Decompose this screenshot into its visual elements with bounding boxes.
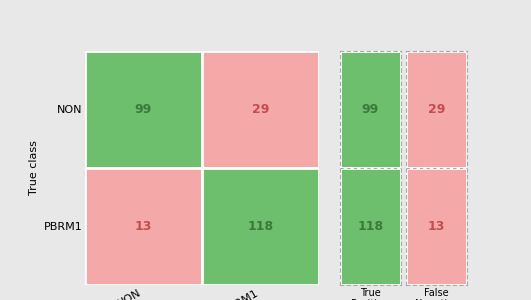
Bar bbox=[85, 51, 202, 168]
Bar bbox=[202, 51, 319, 168]
Bar bbox=[340, 168, 401, 285]
Text: 99: 99 bbox=[362, 103, 379, 116]
Text: 118: 118 bbox=[247, 220, 273, 233]
Text: 13: 13 bbox=[428, 220, 446, 233]
Text: 99: 99 bbox=[135, 103, 152, 116]
Bar bbox=[340, 51, 401, 168]
Bar bbox=[202, 168, 319, 285]
Y-axis label: True class: True class bbox=[29, 141, 39, 195]
Text: 118: 118 bbox=[357, 220, 383, 233]
Bar bbox=[406, 168, 467, 285]
Text: 29: 29 bbox=[252, 103, 269, 116]
Bar bbox=[85, 168, 202, 285]
Text: 13: 13 bbox=[135, 220, 152, 233]
Text: 29: 29 bbox=[428, 103, 446, 116]
Bar bbox=[406, 51, 467, 168]
